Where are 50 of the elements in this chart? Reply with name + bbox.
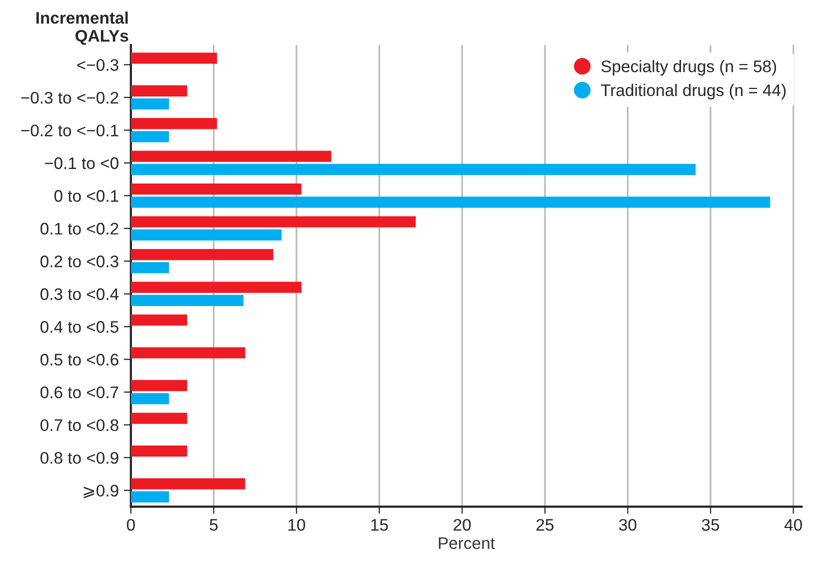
bar (130, 380, 188, 392)
bar (130, 118, 217, 130)
x-axis-title: Percent (438, 537, 495, 550)
y-tick-label: 0.7 to <0.8 (40, 419, 118, 432)
bar (130, 216, 416, 228)
x-tick-label: 0 (126, 518, 135, 531)
x-tick-label: 15 (371, 519, 388, 531)
bar (130, 52, 217, 64)
x-tick-label: 20 (454, 518, 471, 531)
bar (130, 491, 169, 502)
bar (130, 98, 169, 110)
bar (130, 164, 696, 176)
bar (130, 196, 770, 208)
bar (130, 445, 188, 457)
bar (130, 229, 282, 241)
x-tick-label: 40 (784, 518, 802, 531)
y-tick-label: 0.1 to <0.2 (40, 222, 118, 235)
y-tick-label: 0.4 to <0.5 (40, 321, 118, 333)
bar (130, 249, 274, 260)
x-tick-label: 5 (210, 519, 218, 531)
y-tick-label: −0.3 to <−0.2 (21, 92, 118, 104)
y-tick-label: 0.6 to <0.7 (40, 386, 118, 398)
bar (130, 282, 302, 293)
y-tick-label: 0.5 to <0.6 (40, 354, 118, 366)
y-tick-label: 0 to <0.1 (54, 190, 118, 202)
x-tick-label: 25 (536, 518, 554, 531)
bar (130, 314, 188, 326)
bar (130, 150, 332, 162)
y-tick-label: −0.1 to <0 (44, 157, 118, 170)
x-tick-label: 30 (619, 518, 636, 531)
bar (130, 478, 246, 490)
x-tick-label: 10 (288, 518, 306, 531)
y-axis-title: Incremental QALYs (36, 12, 128, 45)
bar (130, 262, 169, 274)
bar (130, 412, 188, 424)
y-tick-label: 0.2 to <0.3 (40, 256, 118, 268)
y-tick-label: 0.3 to <0.4 (40, 288, 119, 300)
legend-label: Traditional drugs (n = 44) (600, 84, 786, 100)
bar (130, 85, 188, 96)
y-tick-label: <−0.3 (77, 59, 118, 71)
legend-label: Specialty drugs (n = 58) (601, 60, 776, 76)
y-tick-label: ⩾0.9 (84, 484, 118, 498)
bar (130, 393, 169, 404)
bar (130, 184, 302, 195)
y-tick-label: −0.2 to <−0.1 (21, 124, 118, 136)
x-tick-label: 35 (702, 518, 720, 531)
bar (130, 347, 246, 358)
bar (130, 131, 169, 142)
bar (130, 294, 244, 306)
y-tick-label: 0.8 to <0.9 (40, 452, 118, 464)
